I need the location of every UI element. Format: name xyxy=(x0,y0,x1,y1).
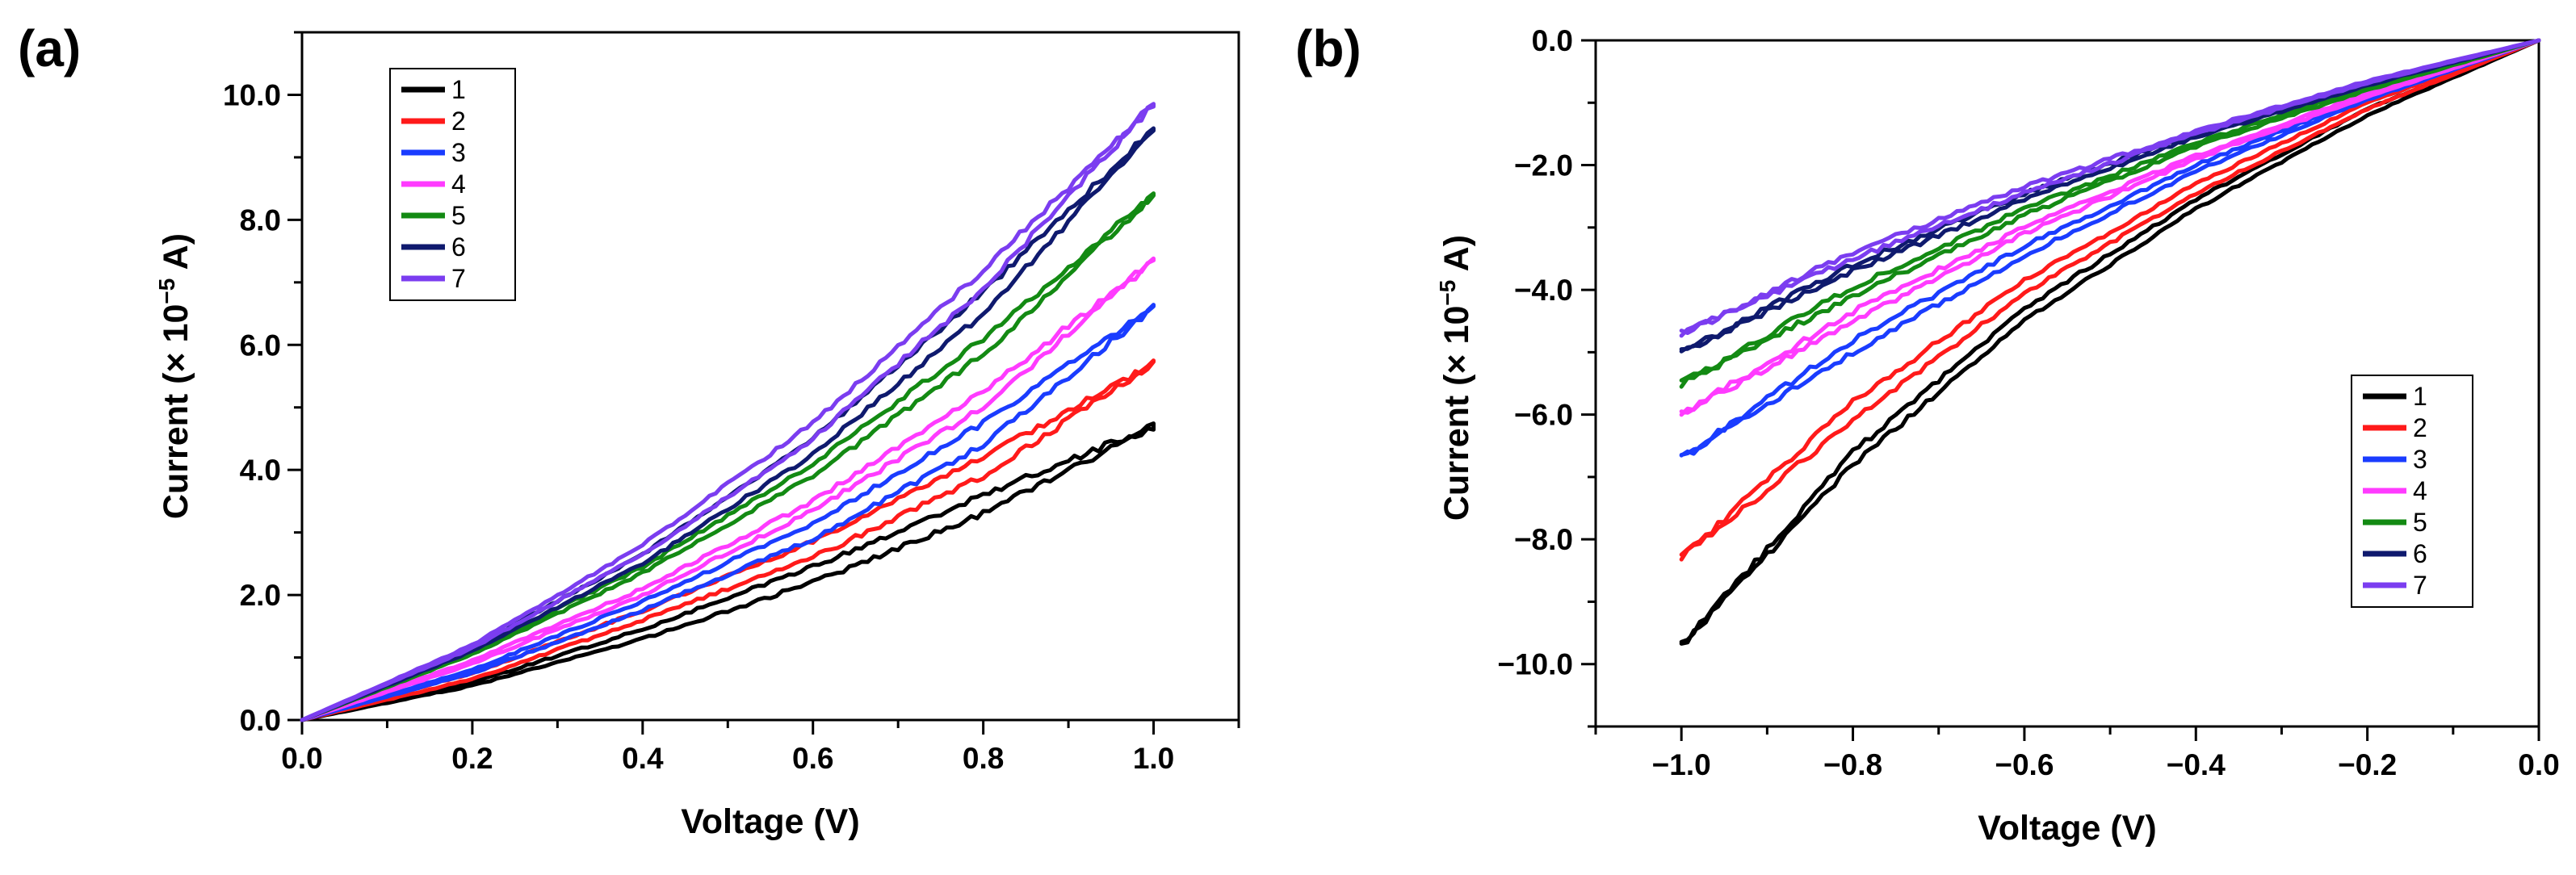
legend-label-7-a: 7 xyxy=(451,264,466,293)
panel-b-series xyxy=(1679,38,2541,646)
legend-label-1-b: 1 xyxy=(2413,382,2427,411)
series-line-7-b xyxy=(1679,38,2541,338)
y-tick-label-b: −10.0 xyxy=(1497,648,1573,681)
panel-b: (b) −1.0 −0.8 −0.6 −0.4 −0.2 0.0 0.0 −2.0 −4.0 −… xyxy=(1295,19,2560,848)
panel-b-tick-marks xyxy=(1581,39,2540,741)
panel-b-legend: 12 34 56 7 xyxy=(2351,375,2473,608)
legend-label-6-a: 6 xyxy=(451,232,466,262)
x-tick-label-a: 0.0 xyxy=(281,742,322,775)
y-tick-label-b: −8.0 xyxy=(1514,523,1573,556)
panel-a: (a) 0.0 0.2 0.4 0.6 0.8 1.0 0.02.04.06.08.010… xyxy=(18,19,1240,841)
y-tick-label-a: 8.0 xyxy=(240,203,281,237)
x-tick-label-b: −0.4 xyxy=(2167,748,2226,781)
x-tick-label-a: 1.0 xyxy=(1133,742,1174,775)
legend-label-3-a: 3 xyxy=(451,138,466,167)
y-tick-label-b: 0.0 xyxy=(1532,24,1573,57)
y-tick-label-a: 0.0 xyxy=(240,704,281,737)
y-tick-label-b: −4.0 xyxy=(1514,274,1573,307)
series-line-7-a xyxy=(300,102,1156,722)
panel-a-x-axis-title: Voltage (V) xyxy=(681,802,859,841)
panel-b-y-tick-labels: 0.0 −2.0 −4.0 −6.0 −8.0 −10.0 xyxy=(1497,24,1573,681)
y-tick-label-a: 4.0 xyxy=(240,454,281,487)
panel-b-label: (b) xyxy=(1295,19,1361,77)
legend-label-4-a: 4 xyxy=(451,170,466,199)
panel-a-x-tick-labels: 0.0 0.2 0.4 0.6 0.8 1.0 xyxy=(281,742,1174,775)
y-tick-label-b: −6.0 xyxy=(1514,399,1573,432)
legend-label-2-a: 2 xyxy=(451,107,466,136)
panel-a-tick-marks xyxy=(287,31,1240,735)
panel-a-plot-frame xyxy=(300,31,1240,722)
panel-a-y-axis-title-prefix: Current (× 10 xyxy=(157,304,195,519)
panel-b-plot-frame xyxy=(1594,39,2540,728)
series-line-3-a xyxy=(300,303,1156,722)
panel-b-y-axis-title-prefix: Current (× 10 xyxy=(1437,306,1476,521)
series-line-1-a xyxy=(300,421,1156,722)
legend-label-4-b: 4 xyxy=(2413,476,2427,505)
panel-a-y-tick-labels: 0.0 2.0 4.0 6.0 8.0 10.0 xyxy=(223,78,281,737)
panel-a-y-axis-title: Current (× 10−5 A) xyxy=(154,233,195,519)
x-tick-label-a: 0.6 xyxy=(792,742,833,775)
legend-label-5-a: 5 xyxy=(451,201,466,230)
legend-label-2-b: 2 xyxy=(2413,413,2427,442)
panel-b-y-axis-title-suffix: A) xyxy=(1437,235,1476,280)
x-tick-label-a: 0.4 xyxy=(622,742,664,775)
legend-label-7-b: 7 xyxy=(2413,571,2427,600)
panel-b-y-axis-title-exponent: −5 xyxy=(1435,280,1460,306)
x-tick-label-b: −0.8 xyxy=(1823,748,1882,781)
y-tick-label-a: 2.0 xyxy=(240,579,281,612)
legend-label-5-b: 5 xyxy=(2413,508,2427,537)
panel-a-y-axis-title-exponent: −5 xyxy=(154,278,179,304)
legend-label-3-b: 3 xyxy=(2413,445,2427,474)
x-tick-label-b: −0.2 xyxy=(2338,748,2397,781)
y-tick-label-b: −2.0 xyxy=(1514,149,1573,182)
panel-a-y-axis-title-suffix: A) xyxy=(157,233,195,278)
panel-b-x-axis-title: Voltage (V) xyxy=(1978,809,2156,848)
y-tick-label-a: 6.0 xyxy=(240,329,281,362)
panel-a-series xyxy=(300,102,1156,722)
y-tick-label-a: 10.0 xyxy=(223,78,281,111)
panel-b-x-tick-labels: −1.0 −0.8 −0.6 −0.4 −0.2 0.0 xyxy=(1652,748,2560,781)
legend-label-6-b: 6 xyxy=(2413,539,2427,568)
legend-label-1-a: 1 xyxy=(451,75,466,104)
x-tick-label-b: −1.0 xyxy=(1652,748,1711,781)
x-tick-label-a: 0.2 xyxy=(451,742,493,775)
panel-b-y-axis-title: Current (× 10−5 A) xyxy=(1435,235,1476,521)
x-tick-label-a: 0.8 xyxy=(963,742,1004,775)
x-tick-label-b: −0.6 xyxy=(1995,748,2054,781)
panel-a-label: (a) xyxy=(18,19,81,77)
series-line-4-a xyxy=(300,256,1156,722)
x-tick-label-b: 0.0 xyxy=(2518,748,2559,781)
